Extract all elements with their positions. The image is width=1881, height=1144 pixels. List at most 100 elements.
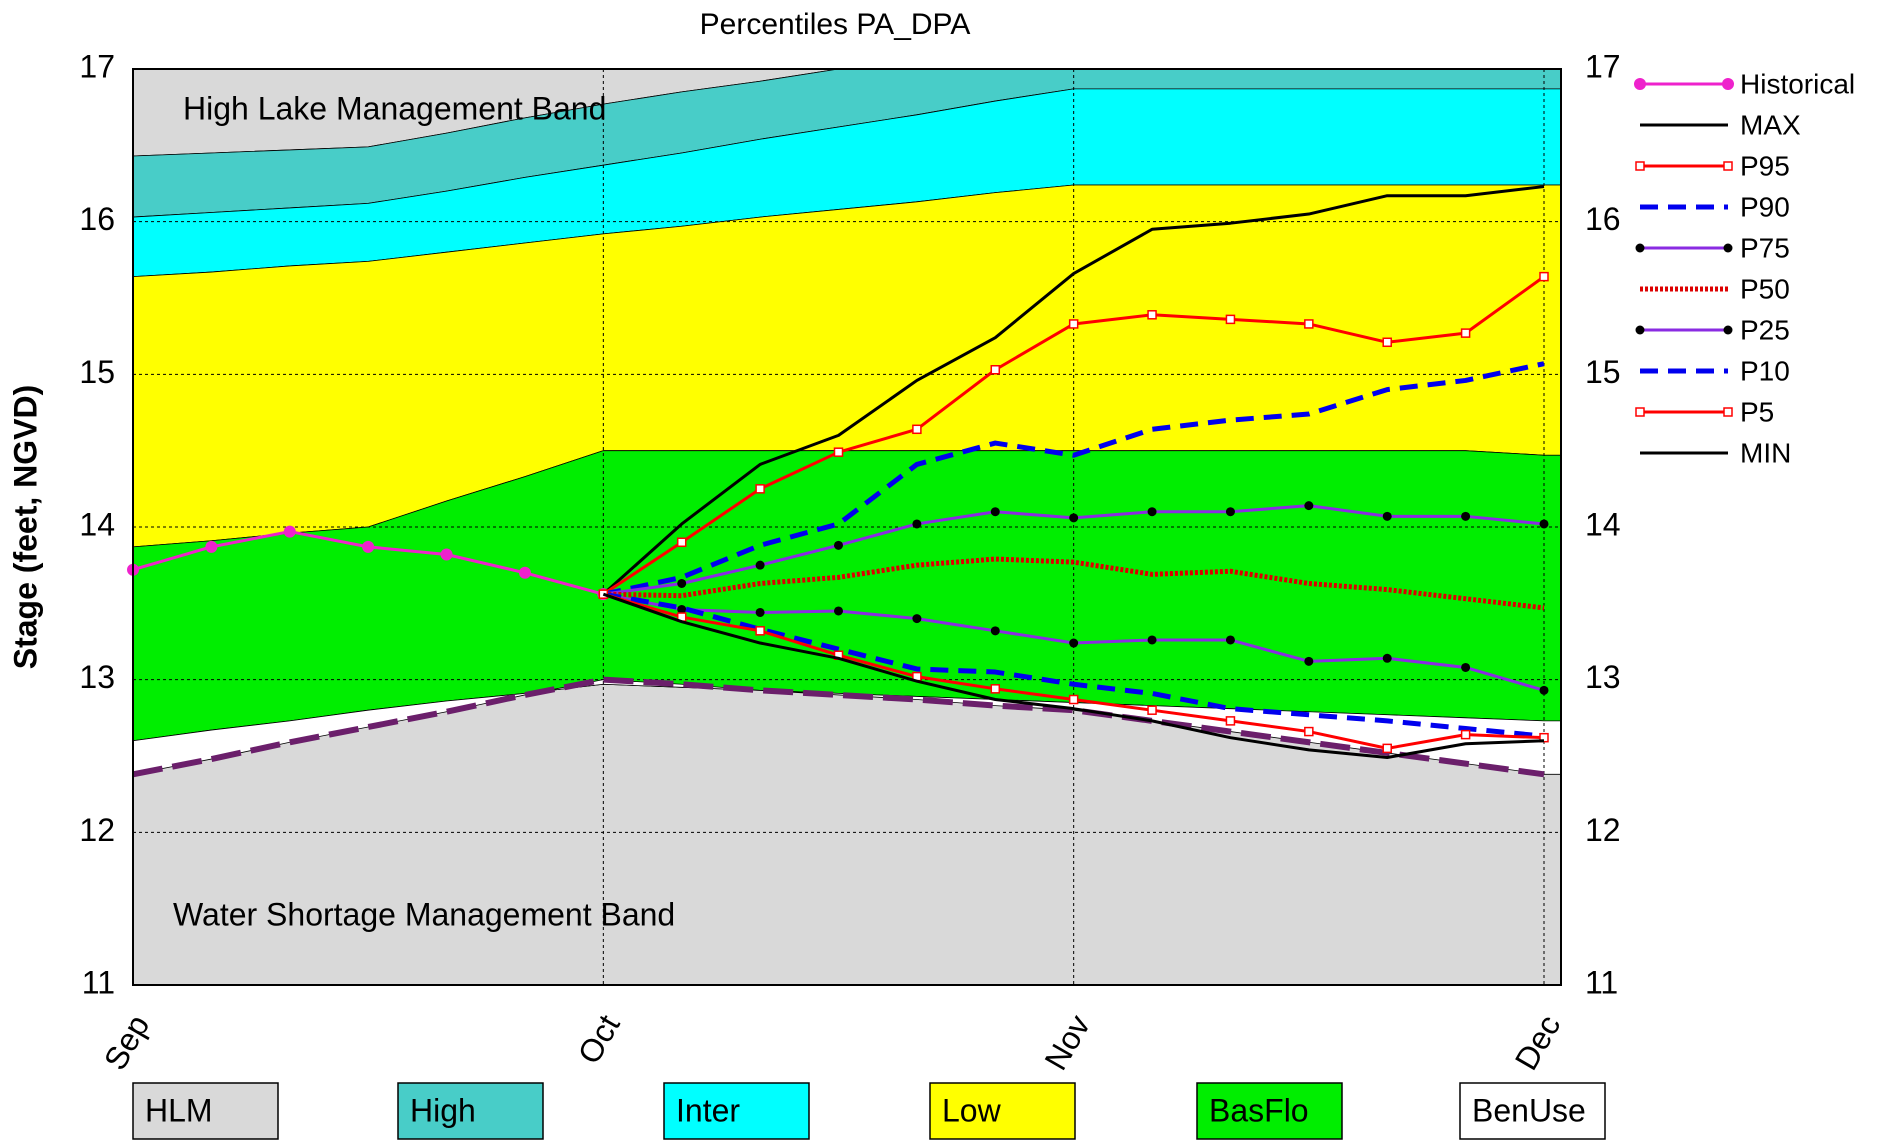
series-line: [602, 361, 1545, 597]
band-legend-box: [663, 1082, 810, 1140]
y2-tick-label: 11: [1585, 964, 1618, 1000]
data-point: [1068, 319, 1079, 329]
data-point: [755, 484, 765, 494]
y-tick-label: 15: [79, 354, 115, 390]
y-tick-label: 14: [79, 506, 115, 542]
data-point: [1382, 337, 1392, 348]
data-point: [1147, 310, 1157, 320]
data-point: [755, 626, 765, 636]
legend-marker: [1722, 78, 1734, 90]
data-point: [1460, 328, 1471, 338]
series-line: [602, 591, 1545, 739]
shortage-line: [132, 676, 1545, 778]
y-tick-label: 17: [79, 48, 115, 84]
legend-marker: [1635, 161, 1645, 171]
data-point: [1382, 511, 1392, 521]
legend-marker: [1723, 325, 1733, 335]
band-legend-box: [397, 1082, 544, 1140]
band-legend-label: Inter: [676, 1092, 740, 1128]
data-point: [677, 578, 687, 588]
x-tick-label: Nov: [1037, 1009, 1097, 1076]
legend-label: P50: [1740, 273, 1790, 304]
band-legend-box: [132, 1082, 279, 1140]
band-legend-box: [1459, 1082, 1606, 1140]
y2-tick-label: 16: [1585, 201, 1621, 237]
data-point: [1225, 314, 1236, 325]
data-point: [990, 507, 1000, 517]
series-line: [603, 556, 1545, 611]
legend-marker: [1723, 407, 1733, 417]
data-point: [1225, 507, 1235, 517]
data-point: [912, 519, 922, 529]
band-legend-box: [929, 1082, 1076, 1140]
data-point: [1147, 705, 1157, 715]
data-point: [676, 537, 687, 548]
data-point: [440, 548, 453, 561]
data-point: [205, 540, 218, 553]
legend-marker: [1723, 161, 1733, 171]
band-legend-label: BenUse: [1472, 1092, 1586, 1128]
data-point: [1225, 716, 1236, 726]
legend-label: P10: [1740, 355, 1790, 386]
legend-label: Historical: [1740, 68, 1855, 99]
y-tick-label: 12: [79, 812, 115, 848]
data-point: [833, 447, 844, 457]
legend-marker: [1635, 407, 1645, 417]
data-point: [1304, 656, 1314, 666]
plot-border: [132, 68, 1562, 986]
legend-label: P5: [1740, 396, 1774, 427]
data-point: [1147, 507, 1157, 517]
y-tick-label: 13: [79, 659, 115, 695]
data-point: [834, 540, 843, 550]
y2-tick-label: 13: [1585, 659, 1621, 695]
series-line: [602, 592, 1545, 760]
data-point: [1069, 513, 1079, 523]
data-point: [1539, 271, 1549, 282]
data-point: [990, 365, 1001, 375]
data-point: [677, 604, 687, 614]
data-point: [834, 606, 843, 616]
legend-label: P90: [1740, 191, 1790, 222]
data-point: [1382, 653, 1392, 663]
legend-label: MIN: [1740, 437, 1791, 468]
legend-marker: [1634, 78, 1646, 90]
legend-label: P75: [1740, 232, 1790, 263]
y2-tick-label: 17: [1585, 48, 1621, 84]
legend-marker: [1635, 325, 1645, 335]
legend-marker: [1635, 243, 1645, 253]
data-point: [1461, 511, 1471, 521]
x-tick-label: Oct: [571, 1009, 627, 1070]
y-tick-label: 16: [79, 201, 115, 237]
data-point: [912, 424, 922, 435]
legend-label: MAX: [1740, 109, 1801, 140]
data-point: [1147, 635, 1157, 645]
data-point: [755, 607, 765, 617]
data-point: [1304, 319, 1314, 329]
data-point: [1539, 519, 1549, 529]
y2-tick-label: 12: [1585, 812, 1621, 848]
data-point: [990, 626, 1000, 636]
legend-label: P25: [1740, 314, 1790, 345]
band-legend-label: HLM: [145, 1092, 213, 1128]
x-tick-label: Sep: [97, 1009, 157, 1076]
data-point: [1304, 501, 1314, 511]
band-legend-label: BasFlo: [1209, 1092, 1309, 1128]
y-axis-label: Stage (feet, NGVD): [7, 385, 43, 669]
legend-marker: [1723, 243, 1733, 253]
legend-label: P95: [1740, 150, 1790, 181]
data-point: [1069, 638, 1079, 648]
data-point: [1539, 685, 1549, 695]
data-point: [518, 566, 531, 579]
y2-tick-label: 15: [1585, 354, 1621, 390]
band-legend-box: [1196, 1082, 1343, 1140]
data-point: [1225, 635, 1235, 645]
data-point: [1460, 729, 1471, 740]
annotation: Water Shortage Management Band: [173, 896, 675, 932]
data-point: [1068, 694, 1079, 705]
data-point: [283, 525, 296, 538]
annotation: High Lake Management Band: [183, 90, 606, 126]
data-point: [1461, 662, 1471, 672]
data-point: [755, 560, 765, 570]
series-line: [602, 185, 1545, 596]
